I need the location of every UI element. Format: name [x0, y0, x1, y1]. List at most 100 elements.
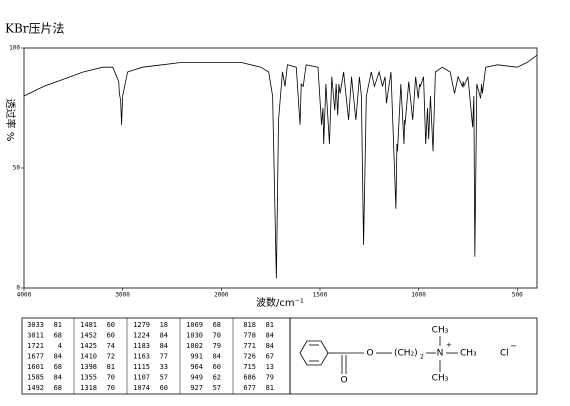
y-tick-label: 50: [13, 165, 21, 172]
table-cell: 1224: [133, 332, 150, 340]
table-cell: 715: [243, 363, 256, 371]
table-cell: 677: [243, 384, 256, 392]
table-cell: 726: [243, 353, 256, 361]
table-cell: 70: [107, 384, 115, 392]
atom-label: O: [366, 349, 373, 359]
table-cell: 1425: [80, 342, 97, 350]
y-tick-label: 0: [16, 285, 20, 292]
atom-label: Cl: [500, 349, 509, 359]
table-cell: 60: [213, 363, 221, 371]
atom-label: N: [437, 349, 444, 359]
y-tick-label: 100: [9, 45, 20, 52]
peak-table: 3033 81 3011 68 1721 4 1677 84 1601 68 1585 84 1492 6…: [21, 317, 291, 395]
table-cell: 1115: [133, 363, 150, 371]
table-cell: 1677: [27, 353, 44, 361]
table-cell: 68: [54, 363, 62, 371]
table-cell: 1074: [133, 384, 150, 392]
table-cell: 33: [160, 363, 168, 371]
table-cell: 77: [160, 353, 168, 361]
table-cell: 79: [213, 342, 221, 350]
table-cell: 79: [266, 374, 274, 382]
table-cell: 84: [266, 332, 274, 340]
charge: +: [446, 341, 452, 349]
x-tick-label: 4000: [17, 292, 32, 299]
atom-label: 2: [420, 354, 424, 361]
table-cell: 4: [58, 342, 62, 350]
table-cell: 1030: [186, 332, 203, 340]
table-cell: 1318: [80, 384, 97, 392]
x-tick-label: 1500: [313, 292, 328, 299]
table-cell: 771: [243, 342, 256, 350]
table-cell: 3011: [27, 332, 44, 340]
table-cell: 1355: [80, 374, 97, 382]
table-cell: 1481: [80, 321, 97, 329]
table-cell: 68: [54, 384, 62, 392]
table-cell: 68: [213, 321, 221, 329]
table-cell: 927: [190, 384, 203, 392]
table-cell: 84: [266, 342, 274, 350]
table-cell: 1398: [80, 363, 97, 371]
table-cell: 964: [190, 363, 203, 371]
table-cell: 1279: [133, 321, 150, 329]
table-cell: 60: [107, 332, 115, 340]
atom-label: CH₃: [432, 374, 449, 384]
table-cell: 1601: [27, 363, 44, 371]
atom-label: CH₃: [432, 326, 449, 336]
structure-labels: O O (CH₂) 2 N + CH₃ CH₃ CH₃ Cl −: [340, 326, 516, 386]
table-cell: 1410: [80, 353, 97, 361]
table-cell: 81: [54, 321, 62, 329]
table-cell: 60: [107, 321, 115, 329]
table-cell: 60: [160, 384, 168, 392]
table-cell: 1492: [27, 384, 44, 392]
table-cell: 778: [243, 332, 256, 340]
table-cell: 57: [160, 374, 168, 382]
x-axis-label: 波数/cm⁻¹: [256, 296, 304, 309]
table-cell: 74: [107, 342, 115, 350]
table-cell: 84: [54, 353, 62, 361]
table-cell: 84: [213, 353, 221, 361]
x-tick-label: 1000: [411, 292, 426, 299]
table-cell: 1721: [27, 342, 44, 350]
table-cell: 1069: [186, 321, 203, 329]
table-cell: 70: [107, 374, 115, 382]
table-cell: 84: [54, 374, 62, 382]
table-cell: 13: [266, 363, 274, 371]
table-cell: 1002: [186, 342, 203, 350]
table-cell: 81: [266, 384, 274, 392]
table-cell: 949: [190, 374, 203, 382]
structure: [289, 317, 538, 395]
table-cell: 57: [213, 384, 221, 392]
table-cell: 62: [213, 374, 221, 382]
table-cell: 1163: [133, 353, 150, 361]
spectrum-line: [23, 54, 538, 279]
table-cell: 818: [243, 321, 256, 329]
atom-label: CH₃: [460, 349, 477, 359]
atom-label: (CH₂): [394, 349, 418, 359]
table-cell: 70: [213, 332, 221, 340]
table-cell: 1452: [80, 332, 97, 340]
table-cell: 72: [107, 353, 115, 361]
title: KBr压片法: [5, 22, 65, 36]
table-cell: 1107: [133, 374, 150, 382]
plot-frame: [23, 47, 538, 289]
y-axis-label: 透过率 %: [4, 99, 17, 142]
structure-frame: [289, 317, 538, 395]
table-cell: 84: [160, 332, 168, 340]
x-tick-label: 2000: [214, 292, 229, 299]
chart: 4000 3000 2000 1500 1000 500 0 50 100: [9, 45, 538, 299]
table-cell: 1183: [133, 342, 150, 350]
table-cell: 686: [243, 374, 256, 382]
table-cell: 81: [266, 321, 274, 329]
x-tick-label: 3000: [115, 292, 130, 299]
table-cell: 67: [266, 353, 274, 361]
table-cell: 68: [54, 332, 62, 340]
charge: −: [510, 342, 517, 351]
table-cell: 84: [160, 342, 168, 350]
table-cell: 81: [107, 363, 115, 371]
atom-label: O: [340, 376, 347, 386]
table-cell: 1585: [27, 374, 44, 382]
table-cell: 3033: [27, 321, 44, 329]
table-cell: 991: [190, 353, 203, 361]
x-tick-label: 500: [512, 292, 523, 299]
